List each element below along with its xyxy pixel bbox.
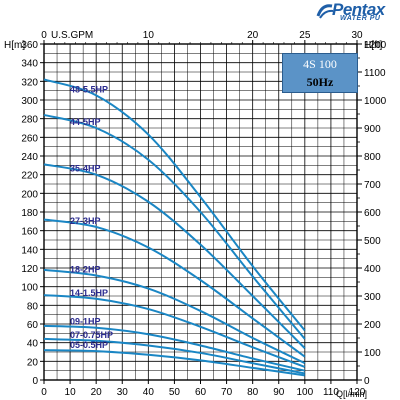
y-right-tick-label: 0 xyxy=(364,376,370,387)
y-right-tick-label: 500 xyxy=(364,236,381,247)
series-label-27-3HP: 27-3HP xyxy=(70,216,101,226)
series-curve-48-5.5HP xyxy=(43,78,306,332)
y-left-tick-label: 200 xyxy=(21,189,38,200)
series-label-35-4HP: 35-4HP xyxy=(70,164,101,174)
x-bottom-axis-label: Q[l/min] xyxy=(336,389,367,399)
series-curve-09-1HP xyxy=(43,324,306,372)
y-left-tick-label: 80 xyxy=(27,301,39,312)
y-right-axis-label: H[ft] xyxy=(364,40,383,51)
x-bottom-tick-label: 110 xyxy=(323,387,339,398)
x-top-tick-label: 0 xyxy=(41,30,47,41)
y-right-tick-label: 1200 xyxy=(364,40,387,51)
series-label-14-1.5HP: 14-1.5HP xyxy=(70,288,108,298)
series-label-44-5HP: 44-5HP xyxy=(70,117,101,127)
y-right-tick-label: 900 xyxy=(364,124,381,135)
series-curve-44-5HP xyxy=(43,113,306,340)
y-right-tick-label: 600 xyxy=(364,208,381,219)
x-bottom-tick-label: 40 xyxy=(143,387,155,398)
y-left-tick-label: 40 xyxy=(27,339,39,350)
series-label-18-2HP: 18-2HP xyxy=(70,264,101,274)
series-label-07-0.75HP: 07-0.75HP xyxy=(70,330,113,340)
x-bottom-tick-label: 70 xyxy=(221,387,233,398)
y-left-tick-label: 300 xyxy=(21,96,38,107)
x-bottom-tick-label: 0 xyxy=(41,387,47,398)
x-bottom-tick-label: 100 xyxy=(296,387,313,398)
series-curve-27-3HP xyxy=(43,218,306,358)
y-left-tick-label: 180 xyxy=(21,208,38,219)
series-curve-05-0.5HP xyxy=(43,349,305,377)
y-left-tick-label: 260 xyxy=(21,133,38,144)
brand-name: Pentax xyxy=(332,0,385,19)
brand-tagline: WATER PU xyxy=(340,15,381,22)
x-bottom-tick-label: 120 xyxy=(349,387,366,398)
series-label-48-5.5HP: 48-5.5HP xyxy=(70,84,108,94)
y-left-tick-label: 0 xyxy=(32,376,38,387)
x-top-tick-label: 10 xyxy=(143,30,155,41)
y-left-tick-label: 280 xyxy=(21,115,38,126)
x-bottom-tick-label: 90 xyxy=(273,387,285,398)
y-right-tick-label: 100 xyxy=(364,348,381,359)
y-left-tick-label: 340 xyxy=(21,59,38,70)
series-curve-18-2HP xyxy=(43,268,306,365)
x-top-axis-label: U.S.GPM xyxy=(51,30,93,41)
brand-swoosh-icon xyxy=(316,4,334,19)
x-bottom-tick-label: 80 xyxy=(247,387,259,398)
x-bottom-tick-label: 50 xyxy=(169,387,181,398)
model-frequency: 50Hz xyxy=(306,75,334,89)
y-right-tick-label: 1000 xyxy=(364,96,387,107)
y-left-tick-label: 20 xyxy=(27,357,39,368)
y-left-tick-label: 220 xyxy=(21,171,38,182)
x-bottom-tick-label: 10 xyxy=(65,387,77,398)
series-curve-07-0.75HP xyxy=(43,337,306,375)
x-bottom-tick-label: 60 xyxy=(195,387,207,398)
x-top-tick-label: 20 xyxy=(247,30,259,41)
y-right-tick-label: 300 xyxy=(364,292,381,303)
brand-logo: Pentax WATER PU xyxy=(316,0,400,24)
y-left-tick-label: 160 xyxy=(21,227,38,238)
series-curve-14-1.5HP xyxy=(43,294,306,368)
y-right-tick-label: 800 xyxy=(364,152,381,163)
y-right-tick-label: 700 xyxy=(364,180,381,191)
y-left-tick-label: 100 xyxy=(21,283,38,294)
y-left-tick-label: 360 xyxy=(21,40,38,51)
model-name: 4S 100 xyxy=(303,57,337,71)
x-bottom-tick-label: 30 xyxy=(117,387,129,398)
y-left-tick-label: 60 xyxy=(27,320,39,331)
y-left-tick-label: 120 xyxy=(21,264,38,275)
x-bottom-tick-label: 20 xyxy=(91,387,103,398)
model-box: 4S 100 50Hz xyxy=(282,53,358,93)
y-right-tick-label: 200 xyxy=(364,320,381,331)
x-top-tick-label: 25 xyxy=(299,30,311,41)
y-left-tick-label: 240 xyxy=(21,152,38,163)
y-left-tick-label: 320 xyxy=(21,77,38,88)
series-label-05-0.5HP: 05-0.5HP xyxy=(70,340,108,350)
y-left-tick-label: 140 xyxy=(21,245,38,256)
y-right-tick-label: 1100 xyxy=(364,68,386,79)
series-curve-35-4HP xyxy=(43,163,306,349)
series-label-09-1HP: 09-1HP xyxy=(70,317,101,327)
x-top-tick-label: 30 xyxy=(351,30,363,41)
y-right-tick-label: 400 xyxy=(364,264,381,275)
y-left-axis-label: H[m] xyxy=(4,40,25,51)
